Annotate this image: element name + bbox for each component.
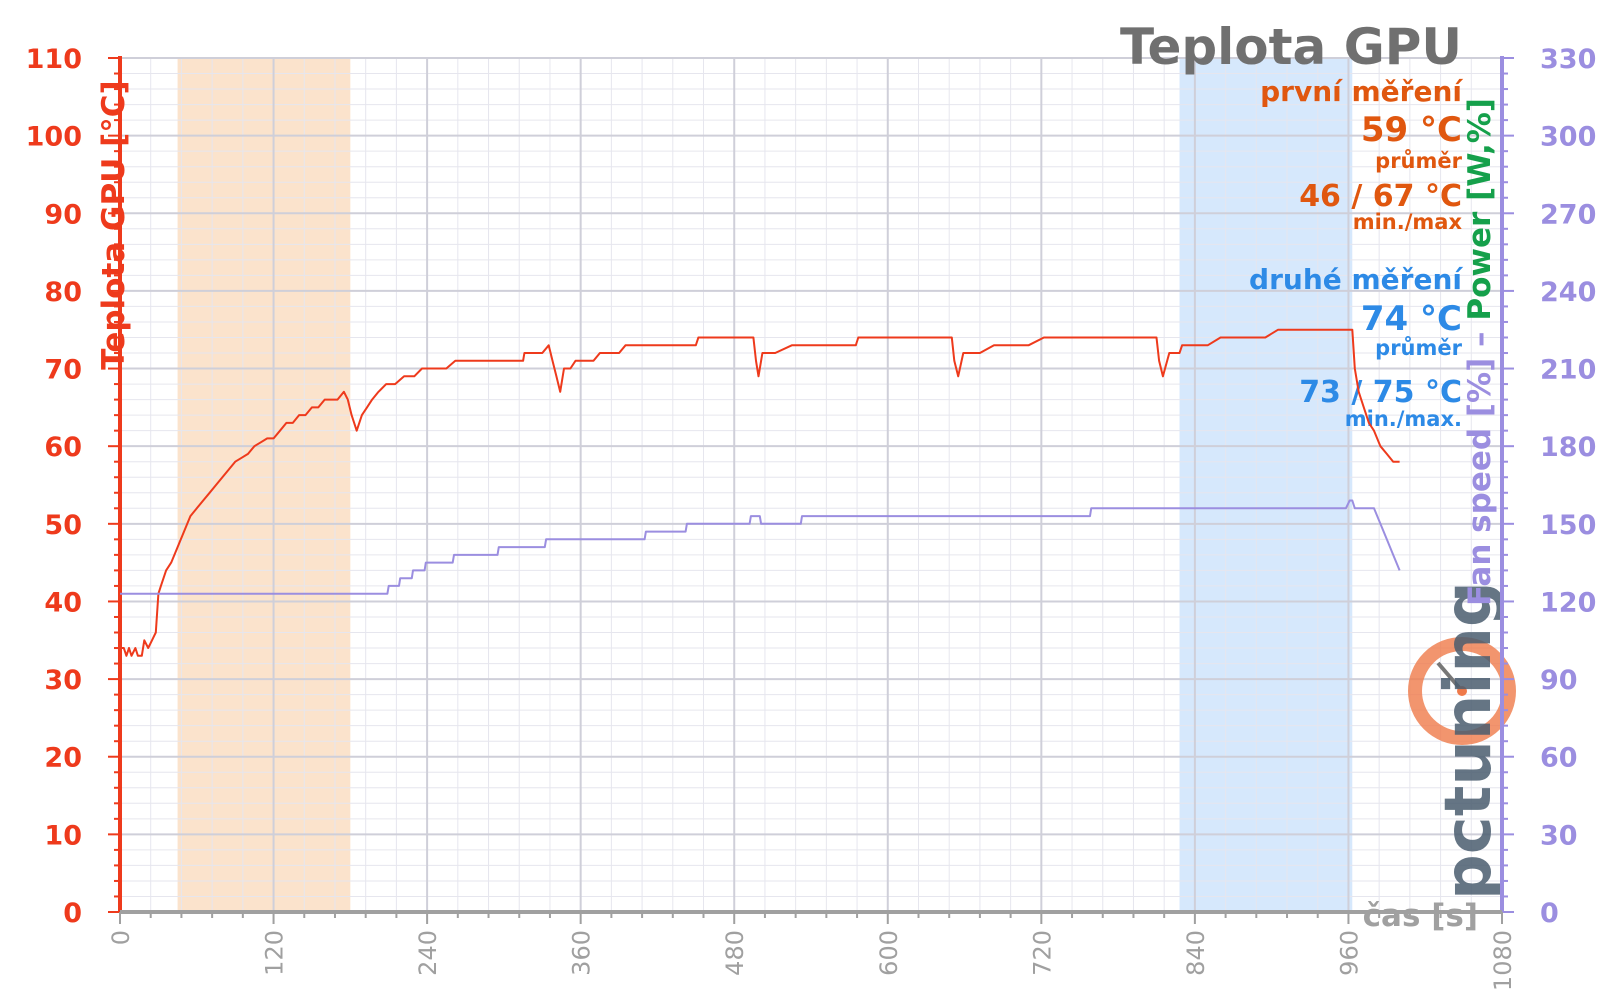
y-right-tick-label: 120 — [1540, 587, 1596, 618]
first-measurement-label: první měření — [1260, 75, 1463, 108]
second-minmax-label: min./max. — [1345, 407, 1462, 431]
first-average-label: průměr — [1375, 149, 1462, 173]
highlight-bands — [177, 58, 1353, 912]
y-right-tick-label: 210 — [1540, 355, 1596, 386]
axes — [108, 56, 1514, 924]
y-left-tick-label: 110 — [26, 44, 82, 75]
chart-title: Teplota GPU — [1120, 18, 1462, 76]
y-left-tick-label: 50 — [44, 510, 82, 541]
y-right-tick-label: 330 — [1540, 44, 1596, 75]
y-right-tick-label: 180 — [1540, 432, 1596, 463]
x-axis-title: čas [s] — [1363, 898, 1478, 934]
x-tick-label: 960 — [1335, 930, 1363, 976]
x-tick-label: 600 — [875, 930, 903, 976]
y-right-tick-label: 270 — [1540, 199, 1596, 230]
second-average-label: průměr — [1375, 336, 1462, 360]
first-minmax-value: 46 / 67 °C — [1299, 179, 1462, 214]
x-tick-label: 480 — [721, 930, 749, 976]
y-axis-right-title: Fan speed [%] – Power [W,%] — [1462, 98, 1498, 606]
x-tick-label: 1080 — [1489, 930, 1517, 991]
y-left-tick-label: 70 — [44, 355, 82, 386]
y-left-tick-label: 20 — [44, 743, 82, 774]
y-axis-left-title: Teplota GPU [°C] — [96, 80, 132, 369]
x-tick-label: 840 — [1182, 930, 1210, 976]
y-right-tick-label: 30 — [1540, 820, 1578, 851]
tick-labels: 0 10 20 30 40 50 60 70 80 90 100 110 0 30 60 90 120 150 18… — [26, 44, 1597, 991]
first-average-value: 59 °C — [1361, 110, 1462, 150]
title-separator: – — [1462, 321, 1498, 358]
second-average-value: 74 °C — [1361, 299, 1462, 339]
x-tick-label: 240 — [414, 930, 442, 976]
highlight-band-0 — [177, 58, 351, 912]
y-left-tick-label: 30 — [44, 665, 82, 696]
y-left-tick-label: 100 — [26, 122, 82, 153]
y-right-tick-label: 0 — [1540, 898, 1559, 929]
pctuning-logo: pctuning — [1408, 581, 1516, 900]
series-line-teplota-gpu — [120, 328, 1400, 657]
major-grid — [119, 57, 1503, 913]
series-layer — [120, 328, 1401, 657]
second-minmax-value: 73 / 75 °C — [1299, 375, 1462, 410]
x-tick-label: 0 — [107, 930, 135, 945]
x-tick-label: 120 — [261, 930, 289, 976]
power-title: Power [W,%] — [1462, 98, 1498, 321]
highlight-band-1 — [1179, 58, 1353, 912]
x-tick-label: 360 — [568, 930, 596, 976]
first-minmax-label: min./max — [1353, 210, 1463, 234]
y-left-tick-label: 90 — [44, 199, 82, 230]
second-measurement-label: druhé měření — [1249, 263, 1463, 296]
y-left-tick-label: 60 — [44, 432, 82, 463]
y-left-tick-label: 0 — [63, 898, 82, 929]
svg-text:pctuning: pctuning — [1432, 581, 1506, 900]
y-left-tick-label: 40 — [44, 587, 82, 618]
y-right-tick-label: 90 — [1540, 665, 1578, 696]
y-right-tick-label: 150 — [1540, 510, 1596, 541]
series-line-fan-speed — [120, 499, 1401, 595]
y-right-tick-label: 240 — [1540, 277, 1596, 308]
y-right-tick-label: 60 — [1540, 743, 1578, 774]
y-right-tick-label: 300 — [1540, 122, 1596, 153]
y-left-tick-label: 80 — [44, 277, 82, 308]
fan-speed-title: Fan speed [%] — [1462, 358, 1498, 606]
y-left-tick-label: 10 — [44, 820, 82, 851]
x-tick-label: 720 — [1028, 930, 1056, 976]
